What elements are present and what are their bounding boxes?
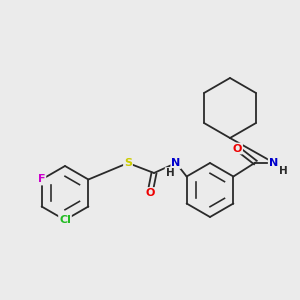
Text: Cl: Cl bbox=[59, 215, 71, 225]
Text: S: S bbox=[124, 158, 132, 168]
Text: N: N bbox=[171, 158, 181, 168]
Text: F: F bbox=[38, 175, 45, 184]
Text: H: H bbox=[279, 167, 288, 176]
Text: H: H bbox=[166, 168, 174, 178]
Text: O: O bbox=[145, 188, 155, 198]
Text: N: N bbox=[269, 158, 278, 167]
Text: O: O bbox=[233, 143, 242, 154]
